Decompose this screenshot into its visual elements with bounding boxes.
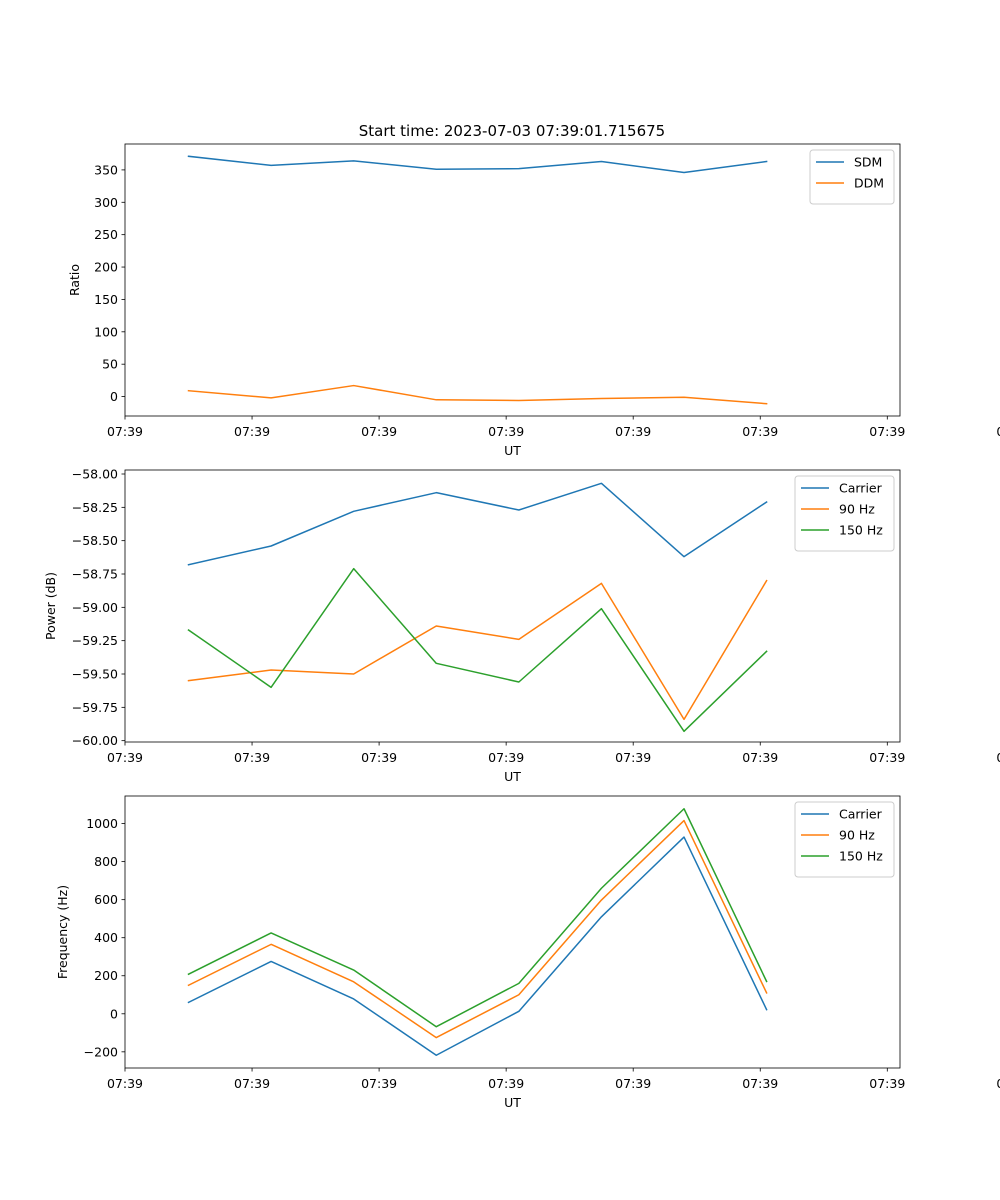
x-tick-label: 07:39 [488,750,524,765]
series-line-carrier [187,482,768,566]
x-tick-label: 07:39 [742,750,778,765]
x-tick-label: 07:39 [361,750,397,765]
legend-label-sdm: SDM [854,155,882,170]
legend: SDM DDM [809,149,895,205]
series-line-sdm [187,155,768,174]
y-tick-label: −59.75 [72,700,118,715]
y-tick-label: −58.75 [72,567,118,582]
y-tick-label: −58.50 [72,533,118,548]
legend-frame [794,801,895,878]
axes-frame [124,795,901,1069]
series-line-ddm [187,384,768,405]
legend-label-150-hz: 150 Hz [839,849,883,864]
x-tick-label: 07:39 [488,1076,524,1091]
figure-title: Start time: 2023-07-03 07:39:01.715675 [359,122,665,140]
y-tick-label: −60.00 [72,733,118,748]
x-tick-label: 07:40 [996,424,1000,439]
chart-panel-1: 0 50 100 150 200 250 300 350 07:39 07:39 07:39 07:3… [67,143,1000,458]
x-axis-label: UT [504,769,521,784]
y-tick-label: 350 [94,162,118,177]
x-tick-label: 07:39 [234,1076,270,1091]
x-tick-label: 07:39 [234,424,270,439]
y-tick-label: 100 [94,324,118,339]
y-axis-label: Ratio [67,264,82,296]
y-tick-label: −59.00 [72,600,118,615]
x-tick-label: 07:40 [996,750,1000,765]
x-tick-label: 07:39 [107,424,143,439]
y-tick-label: 0 [110,1006,118,1021]
y-tick-label: −58.25 [72,500,118,515]
legend-frame [809,149,895,205]
y-tick-label: 200 [94,968,118,983]
y-tick-label: −59.50 [72,667,118,682]
y-axis-label: Frequency (Hz) [55,885,70,979]
y-tick-label: 250 [94,227,118,242]
legend-label-carrier: Carrier [839,807,883,822]
x-tick-label: 07:39 [107,750,143,765]
legend-label-90-hz: 90 Hz [839,828,875,843]
charts: 0 50 100 150 200 250 300 350 07:39 07:39 07:39 07:3… [43,143,1000,1110]
legend: Carrier 90 Hz 150 Hz [794,801,895,878]
y-tick-label: −58.00 [72,467,118,482]
legend: Carrier 90 Hz 150 Hz [794,475,895,552]
series-line-carrier [187,836,768,1057]
y-tick-label: 0 [110,389,118,404]
y-tick-label: 1000 [86,816,118,831]
legend-frame [794,475,895,552]
legend-label-150-hz: 150 Hz [839,523,883,538]
x-tick-label: 07:39 [234,750,270,765]
x-tick-label: 07:39 [742,424,778,439]
y-tick-label: −59.25 [72,633,118,648]
x-tick-label: 07:39 [869,750,905,765]
x-axis-label: UT [504,443,521,458]
series-line-150-hz [187,567,768,733]
chart-panel-3: −200 0 200 400 600 800 1000 07:39 07:39 07:39 07:3… [55,795,1000,1110]
legend-label-ddm: DDM [854,176,884,191]
axes-frame [124,143,901,417]
axes-frame [124,469,901,743]
y-tick-label: 150 [94,292,118,307]
x-tick-label: 07:39 [615,424,651,439]
x-tick-label: 07:39 [742,1076,778,1091]
x-tick-label: 07:40 [996,1076,1000,1091]
x-tick-label: 07:39 [488,424,524,439]
x-tick-label: 07:39 [869,424,905,439]
x-tick-label: 07:39 [107,1076,143,1091]
legend-label-carrier: Carrier [839,481,883,496]
y-tick-label: 600 [94,892,118,907]
y-tick-label: 200 [94,260,118,275]
series-line-150-hz [187,807,768,1028]
x-tick-label: 07:39 [869,1076,905,1091]
y-tick-label: 800 [94,854,118,869]
y-tick-label: 400 [94,930,118,945]
x-axis-label: UT [504,1095,521,1110]
y-tick-label: 50 [102,357,118,372]
series-line-90-hz [187,579,768,721]
legend-label-90-hz: 90 Hz [839,502,875,517]
x-tick-label: 07:39 [615,1076,651,1091]
series-line-90-hz [187,819,768,1039]
x-tick-label: 07:39 [615,750,651,765]
y-tick-label: −200 [84,1044,118,1059]
x-tick-label: 07:39 [361,424,397,439]
chart-panel-2: −60.00 −59.75 −59.50 −59.25 −59.00 −58.75 −58.… [43,467,1000,785]
y-axis-label: Power (dB) [43,572,58,640]
x-tick-label: 07:39 [361,1076,397,1091]
y-tick-label: 300 [94,195,118,210]
